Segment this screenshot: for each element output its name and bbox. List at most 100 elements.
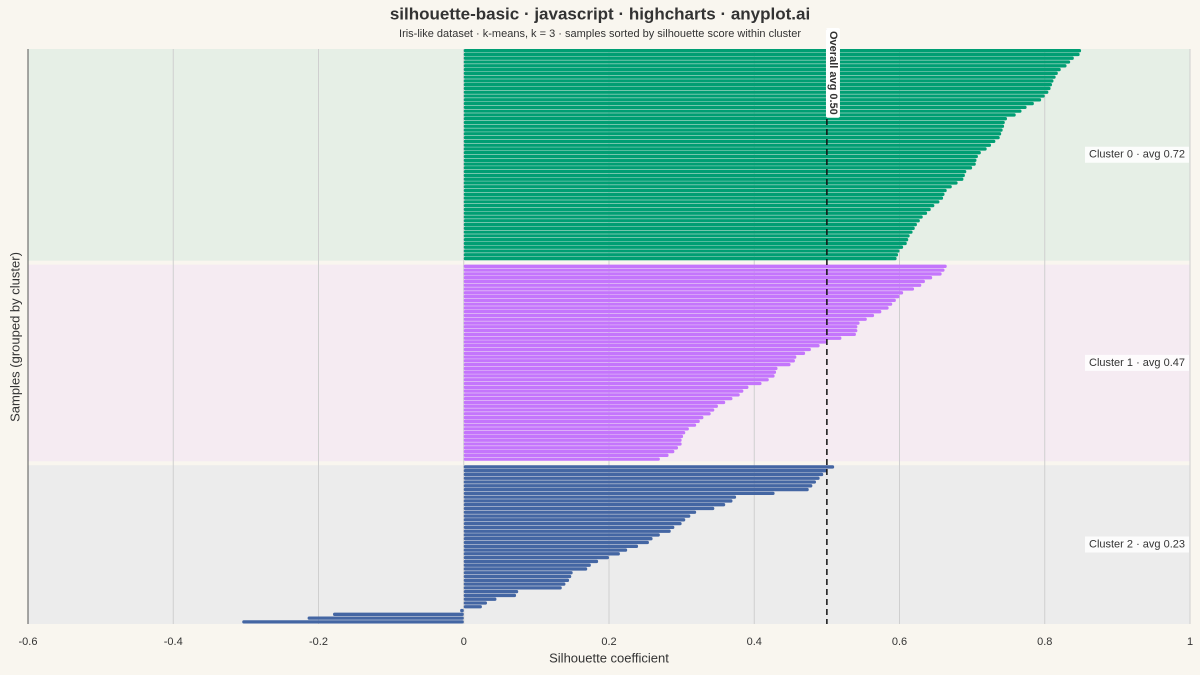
bar bbox=[463, 593, 517, 598]
bar bbox=[463, 423, 697, 427]
bar bbox=[463, 294, 900, 299]
bar bbox=[463, 222, 917, 227]
bar bbox=[463, 109, 1022, 113]
bar bbox=[463, 514, 691, 518]
bar bbox=[463, 226, 915, 230]
bar bbox=[463, 317, 867, 321]
reference-label-group: Overall avg 0.50 bbox=[825, 28, 840, 118]
bar bbox=[463, 427, 689, 431]
bar bbox=[463, 355, 797, 359]
bar bbox=[463, 207, 931, 212]
bar bbox=[463, 234, 910, 238]
bar bbox=[463, 601, 487, 605]
x-tick-label: 0.6 bbox=[892, 636, 907, 648]
bar bbox=[463, 298, 896, 303]
bar bbox=[463, 154, 978, 159]
bar bbox=[463, 249, 900, 253]
bar bbox=[463, 537, 653, 541]
bar bbox=[463, 230, 913, 234]
bar bbox=[463, 158, 977, 162]
bar bbox=[463, 442, 682, 446]
bar bbox=[463, 60, 1071, 64]
bar bbox=[463, 469, 827, 473]
x-tick-label: 0.8 bbox=[1037, 636, 1052, 648]
bar bbox=[463, 245, 904, 249]
bar bbox=[463, 434, 684, 439]
x-tick-label: 0.2 bbox=[601, 636, 616, 648]
bar bbox=[463, 181, 958, 185]
bar bbox=[463, 499, 733, 503]
bar bbox=[333, 612, 464, 616]
bar bbox=[463, 192, 945, 196]
bar bbox=[463, 589, 519, 594]
bar bbox=[463, 268, 945, 272]
bar bbox=[463, 446, 678, 450]
bar bbox=[463, 540, 649, 545]
bar bbox=[463, 495, 737, 499]
bar bbox=[463, 465, 835, 469]
bar bbox=[463, 597, 497, 601]
bar bbox=[463, 128, 1003, 132]
bar bbox=[463, 215, 923, 219]
cluster-label: Cluster 0 · avg 0.72 bbox=[1089, 149, 1185, 161]
bar bbox=[463, 139, 996, 144]
bar bbox=[463, 506, 715, 511]
bar bbox=[463, 567, 588, 571]
bar bbox=[463, 480, 816, 484]
bar bbox=[463, 389, 744, 393]
bar bbox=[463, 219, 920, 223]
bar bbox=[463, 283, 922, 287]
y-axis-title: Samples (grouped by cluster) bbox=[7, 252, 22, 422]
bar bbox=[463, 336, 842, 340]
bar bbox=[463, 396, 733, 401]
bar bbox=[463, 196, 944, 200]
bar bbox=[463, 264, 947, 269]
bar bbox=[463, 476, 820, 480]
bar bbox=[463, 49, 1082, 53]
bar bbox=[463, 306, 889, 310]
bar bbox=[463, 98, 1042, 102]
bar bbox=[463, 105, 1027, 110]
bar bbox=[463, 124, 1005, 128]
x-tick-label: -0.2 bbox=[309, 636, 328, 648]
cluster-label-bg bbox=[1085, 354, 1189, 371]
bar bbox=[463, 525, 675, 530]
bar bbox=[463, 393, 740, 397]
bar bbox=[463, 586, 562, 590]
x-tick-label: 0 bbox=[461, 636, 467, 648]
bar bbox=[463, 147, 987, 151]
bar bbox=[463, 101, 1034, 106]
chart-subtitle: Iris-like dataset · k-means, k = 3 · sam… bbox=[399, 28, 801, 40]
x-tick-label: -0.6 bbox=[19, 636, 38, 648]
bar bbox=[463, 135, 1000, 140]
bar bbox=[242, 620, 464, 624]
bar bbox=[463, 310, 882, 314]
bar bbox=[463, 291, 904, 295]
bar bbox=[463, 574, 572, 579]
bar bbox=[463, 400, 726, 405]
bar bbox=[463, 503, 726, 507]
x-tick-label: 1 bbox=[1187, 636, 1193, 648]
x-tick-label: -0.4 bbox=[164, 636, 183, 648]
bar bbox=[307, 616, 464, 620]
bar bbox=[463, 256, 897, 261]
bar bbox=[463, 351, 806, 355]
bar bbox=[463, 385, 749, 389]
bar bbox=[463, 203, 935, 208]
x-axis-title: Silhouette coefficient bbox=[549, 650, 669, 665]
bar bbox=[463, 359, 795, 363]
bar bbox=[463, 64, 1067, 68]
bar bbox=[463, 279, 925, 284]
bar bbox=[463, 120, 1005, 125]
bar bbox=[463, 86, 1051, 91]
bar bbox=[463, 431, 686, 435]
chart-title: silhouette-basic · javascript · highchar… bbox=[390, 4, 810, 23]
cluster-label: Cluster 2 · avg 0.23 bbox=[1089, 539, 1185, 551]
bar bbox=[463, 344, 820, 348]
bar bbox=[463, 347, 811, 352]
bar bbox=[463, 449, 675, 454]
bar bbox=[463, 200, 940, 204]
bar bbox=[463, 491, 775, 496]
bar bbox=[463, 404, 718, 408]
